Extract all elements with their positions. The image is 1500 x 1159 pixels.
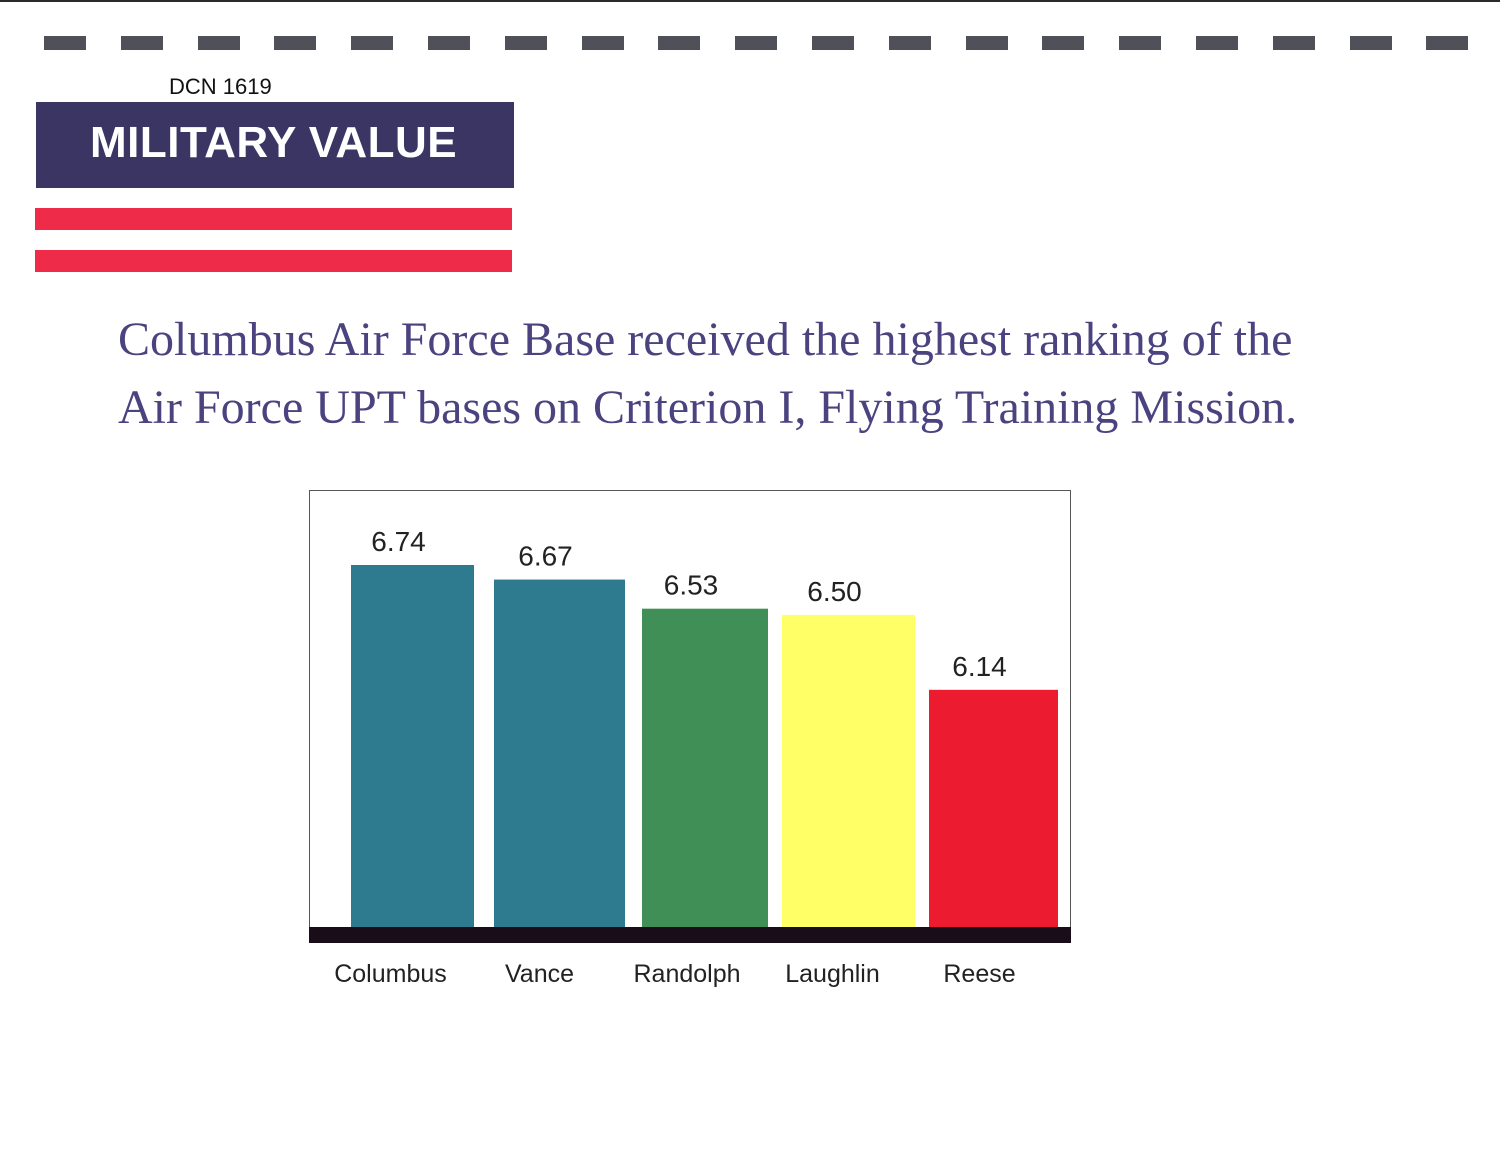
bar-reese [929,689,1058,927]
top-rule [0,0,1500,2]
border-dash [504,36,547,50]
headline-line-2: Air Force UPT bases on Criterion I, Flyi… [118,381,1298,434]
value-label-vance: 6.67 [518,541,573,572]
value-label-columbus: 6.74 [371,526,426,557]
border-dash [965,36,1008,50]
border-dash [274,36,317,50]
border-dash [1349,36,1392,50]
border-dash [658,36,701,50]
category-label-randolph: Randolph [633,960,740,988]
value-label-randolph: 6.53 [664,570,719,601]
border-dash [888,36,931,50]
headline-line-1: Columbus Air Force Base received the hig… [118,313,1293,366]
bar-laughlin [782,614,915,927]
border-dash [581,36,624,50]
border-dash [1196,36,1238,50]
border-dash [351,36,394,50]
border-dash [197,36,240,50]
category-label-vance: Vance [505,960,574,988]
banner-title: MILITARY VALUE [90,118,458,167]
category-label-laughlin: Laughlin [785,960,880,988]
red-stripe-lower [35,250,512,272]
category-label-reese: Reese [943,960,1015,988]
border-dash [44,36,86,50]
value-label-laughlin: 6.50 [807,576,862,607]
title-banner: MILITARY VALUE [36,102,514,188]
dashed-border [44,34,1474,52]
border-dash [428,36,470,50]
document-control-number: DCN 1619 [169,74,272,99]
border-dash [1042,36,1085,50]
bar-randolph [642,608,768,927]
border-dash [1119,36,1162,50]
bar-vance [494,579,625,927]
chart-frame [309,490,1071,943]
chart-baseline [309,927,1071,943]
bar-columbus [351,565,474,927]
border-dash [1426,36,1469,50]
value-label-reese: 6.14 [952,651,1007,682]
border-dash [120,36,163,50]
border-dash [735,36,778,50]
border-dash [1272,36,1315,50]
headline: Columbus Air Force Base received the hig… [118,306,1378,442]
category-label-columbus: Columbus [334,960,447,988]
border-dash [812,36,854,50]
red-stripe-upper [35,208,512,230]
